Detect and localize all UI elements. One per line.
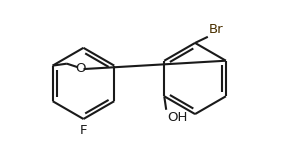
Text: O: O xyxy=(75,62,86,75)
Text: Br: Br xyxy=(209,23,223,36)
Text: OH: OH xyxy=(167,111,187,124)
Text: F: F xyxy=(80,124,87,137)
